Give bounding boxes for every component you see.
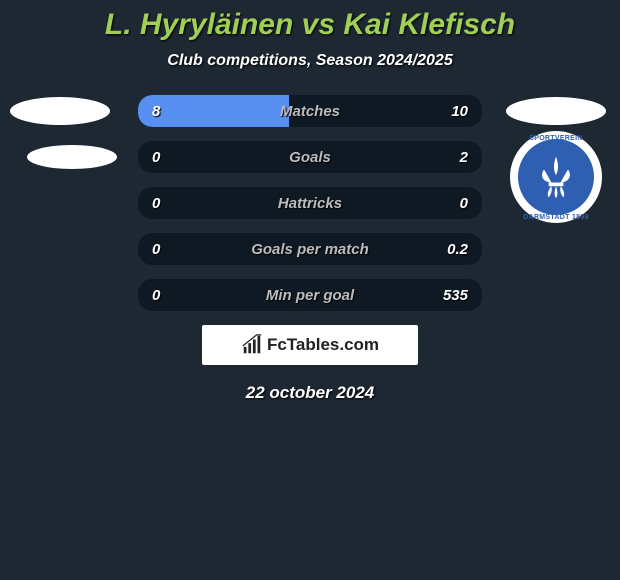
ellipse-icon: [506, 97, 606, 125]
brand-badge: FcTables.com: [202, 325, 418, 365]
stat-right-value: 0.2: [447, 241, 468, 258]
stat-label: Min per goal: [138, 287, 482, 304]
stat-label: Hattricks: [138, 195, 482, 212]
stat-row: 8 Matches 10: [0, 95, 620, 127]
player-left-badge: [22, 133, 122, 181]
brand-prefix: Fc: [267, 335, 287, 354]
stat-right-value: 10: [451, 103, 468, 120]
stat-row: 0 Goals 2 SPORTVEREIN DARMSTADT 1898: [0, 141, 620, 173]
stat-left-value: 0: [152, 287, 160, 304]
stat-label: Goals: [138, 149, 482, 166]
stat-right-value: 535: [443, 287, 468, 304]
stat-left-value: 8: [152, 103, 160, 120]
stat-bar: 0 Hattricks 0: [138, 187, 482, 219]
ellipse-icon: [27, 145, 117, 169]
stat-row: 0 Goals per match 0.2: [0, 233, 620, 265]
player-left-badge: [10, 87, 110, 135]
stat-bar: 0 Min per goal 535: [138, 279, 482, 311]
bar-chart-icon: [241, 334, 263, 356]
player-right-badge: [506, 87, 606, 135]
stat-left-value: 0: [152, 195, 160, 212]
ellipse-icon: [10, 97, 110, 125]
snapshot-date: 22 october 2024: [0, 383, 620, 403]
brand-text: FcTables.com: [267, 335, 379, 355]
page-subtitle: Club competitions, Season 2024/2025: [0, 52, 620, 70]
stat-label: Matches: [138, 103, 482, 120]
stat-label: Goals per match: [138, 241, 482, 258]
stat-right-value: 2: [460, 149, 468, 166]
stat-bar: 0 Goals per match 0.2: [138, 233, 482, 265]
stat-row: 0 Min per goal 535: [0, 279, 620, 311]
stat-bar: 8 Matches 10: [138, 95, 482, 127]
stat-left-value: 0: [152, 149, 160, 166]
stat-row: 0 Hattricks 0: [0, 187, 620, 219]
stat-bar: 0 Goals 2: [138, 141, 482, 173]
brand-suffix: Tables.com: [287, 335, 379, 354]
comparison-card: L. Hyryläinen vs Kai Klefisch Club compe…: [0, 0, 620, 403]
page-title: L. Hyryläinen vs Kai Klefisch: [0, 8, 620, 42]
stat-right-value: 0: [460, 195, 468, 212]
stat-left-value: 0: [152, 241, 160, 258]
